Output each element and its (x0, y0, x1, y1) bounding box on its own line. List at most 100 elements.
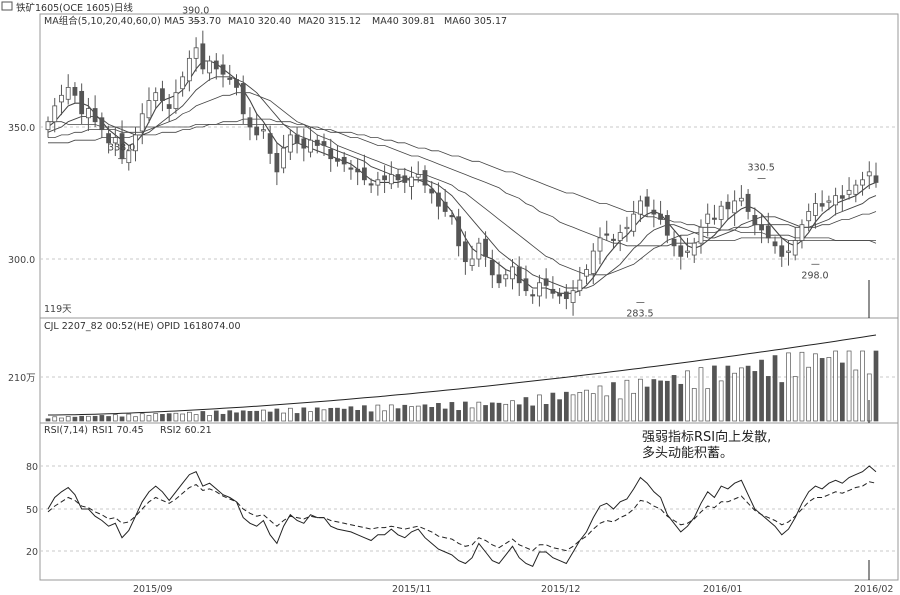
candle-body (429, 188, 435, 194)
volume-bar (45, 418, 51, 422)
candle-body (705, 213, 711, 224)
candle-body (860, 179, 865, 186)
candle-body (220, 64, 226, 75)
candle (658, 200, 663, 225)
candle (126, 145, 132, 171)
candle (321, 133, 327, 157)
candle (806, 203, 812, 232)
volume-tick-210: 210万 (8, 373, 36, 384)
candle-body (247, 117, 253, 128)
volume-bar (281, 412, 286, 422)
candle-body (442, 201, 448, 212)
candle-body (604, 233, 610, 236)
candle (617, 224, 623, 252)
candle (712, 204, 717, 225)
candle-body (792, 240, 798, 256)
candle (247, 107, 253, 141)
volume-header: CJL 2207_82 00:52(HE) OPID 1618074.00 21… (8, 321, 898, 384)
volume-bar (597, 385, 603, 422)
volume-bar (200, 411, 206, 422)
volume-bar (496, 402, 502, 422)
candle-body (106, 133, 111, 144)
x-axis: 2015/09 2015/11 2015/12 2016/01 2016/02 (133, 584, 893, 595)
ma10-value: MA10 320.40 (228, 16, 291, 27)
candle (361, 154, 367, 186)
candle-body (759, 224, 764, 231)
candle (590, 243, 596, 285)
candle (563, 284, 569, 310)
x-tick-label: 2015/12 (541, 584, 580, 595)
volume-bar (301, 407, 307, 422)
candle-body (200, 43, 206, 70)
candle (698, 219, 704, 254)
candle-body (422, 170, 428, 186)
candle-body (691, 242, 697, 256)
candle-body (153, 92, 159, 102)
volume-bar (112, 414, 118, 422)
ma5-line (47, 60, 877, 294)
candle-body (126, 150, 132, 164)
volume-bar (254, 410, 260, 422)
ma60-line (48, 121, 877, 244)
menu-icon[interactable] (1, 1, 13, 11)
candle-body (590, 250, 596, 274)
candle (254, 113, 260, 141)
candle-body (133, 134, 138, 152)
candle (819, 190, 825, 212)
candle (462, 231, 468, 275)
volume-bar (604, 395, 610, 422)
candle (469, 245, 475, 271)
candle-body (712, 217, 717, 220)
candle-body (112, 137, 118, 144)
candle (328, 138, 334, 172)
volume-bar (537, 394, 542, 422)
volume-bar (456, 410, 461, 422)
x-tick-label: 2016/02 (854, 584, 893, 595)
volume-bar (617, 398, 623, 422)
candle (341, 152, 347, 172)
volume-bar (92, 415, 98, 422)
candle-body (651, 209, 657, 215)
candle-body (846, 189, 852, 195)
candle-body (678, 245, 684, 257)
annotation-line-1: 强弱指标RSI向上发散, (642, 429, 771, 445)
rsi2-line (47, 481, 877, 552)
volume-bar (860, 350, 865, 422)
rsi-tick-20: 20 (26, 547, 38, 558)
candle-body (72, 87, 78, 96)
candle (637, 195, 643, 223)
candle (240, 75, 246, 125)
candle (139, 103, 145, 145)
volume-bar (335, 407, 340, 422)
candle (106, 125, 111, 154)
ma40-value: MA40 309.81 (372, 16, 435, 27)
candle-body (436, 192, 441, 207)
candle (557, 288, 563, 304)
volume-bar (826, 357, 832, 422)
volume-bar (557, 399, 562, 422)
volume-bar (765, 376, 771, 422)
volume-bar (362, 405, 367, 422)
volume-bar (772, 355, 778, 422)
candle (160, 80, 165, 112)
candle-body (611, 238, 616, 241)
volume-bar (725, 365, 731, 422)
rsi-tick-50: 50 (26, 505, 38, 516)
candle (732, 190, 738, 226)
candle (597, 227, 603, 265)
volume-bar (328, 407, 334, 422)
candle (234, 74, 239, 96)
candle (193, 37, 199, 72)
candle (186, 50, 192, 92)
annotation-line-2: 多头动能积蓄。 (642, 445, 733, 461)
volume-bar (220, 413, 226, 422)
candle (813, 193, 818, 229)
candle (584, 264, 589, 285)
candle (779, 237, 785, 267)
candle-body (826, 200, 832, 203)
candle-body (375, 179, 381, 186)
candle (510, 259, 515, 290)
candle-body (308, 139, 313, 153)
candle (489, 249, 495, 289)
price-annotation: 338.0 (108, 143, 135, 154)
